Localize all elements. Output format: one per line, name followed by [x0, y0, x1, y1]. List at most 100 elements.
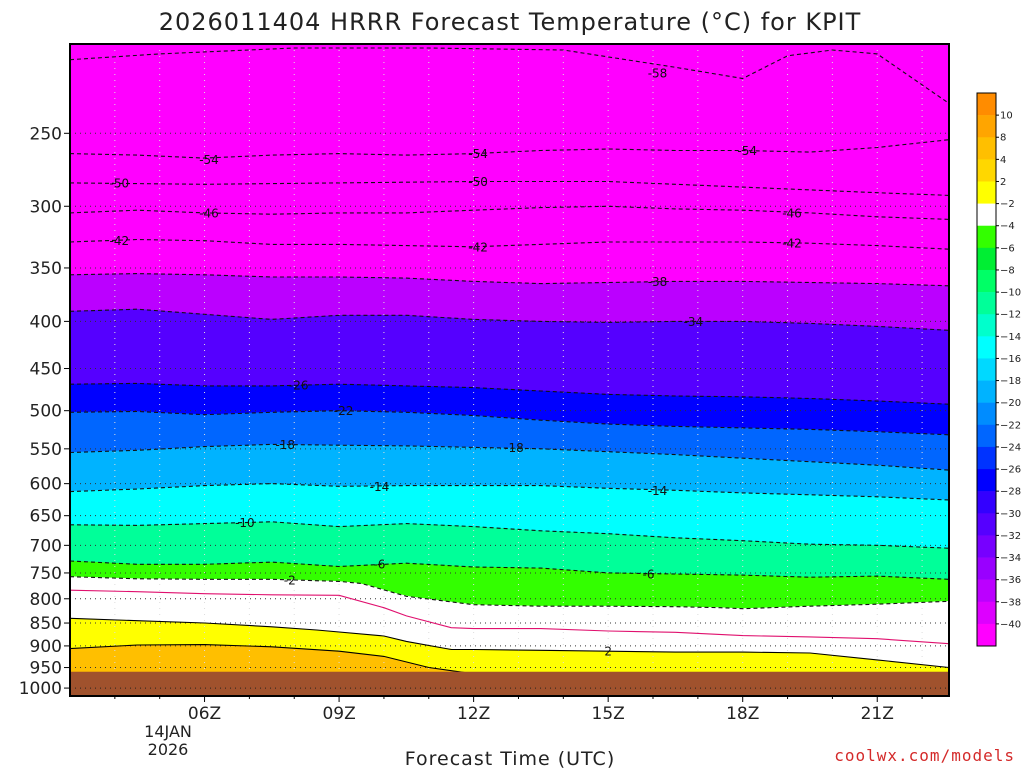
colorbar-label: −38: [1000, 597, 1021, 608]
colorbar-label: −8: [1000, 265, 1015, 276]
colorbar-swatch: [977, 623, 996, 647]
contour-label: -18: [504, 441, 524, 455]
colorbar-swatch: [977, 292, 996, 315]
plot-frame: [69, 43, 950, 697]
colorbar-swatch: [977, 181, 996, 204]
colorbar-label: −10: [1000, 288, 1021, 299]
colorbar-swatch: [977, 402, 996, 426]
colorbar-label: −4: [1000, 221, 1015, 232]
colorbar-swatch: [977, 314, 996, 337]
y-tick-label: 300: [30, 197, 62, 217]
temperature-bands: [70, 44, 949, 696]
contour-label: -42: [110, 234, 130, 248]
chart-title: 2026011404 HRRR Forecast Temperature (°C…: [159, 8, 862, 36]
contour-label: -50: [110, 176, 130, 190]
contour-label: -2: [284, 573, 296, 587]
colorbar-swatch: [977, 601, 996, 625]
colorbar-swatch: [977, 336, 996, 359]
contour-label: -54: [737, 144, 757, 158]
colorbar-swatch: [977, 137, 996, 160]
colorbar-swatch: [977, 491, 996, 514]
colorbar-label: 4: [1000, 155, 1006, 166]
contour-label: 2: [604, 645, 612, 659]
isotherm-line: [70, 576, 949, 610]
contour-label: -50: [468, 175, 488, 189]
colorbar-swatch: [977, 557, 996, 580]
colorbar-label: −34: [1000, 553, 1021, 564]
contour-label: -54: [199, 153, 219, 167]
y-tick-label: 600: [30, 475, 62, 495]
colorbar-swatch: [977, 247, 996, 271]
date-label-year: 2026: [148, 740, 189, 759]
colorbar-label: 8: [1000, 133, 1006, 144]
isotherm-line: [70, 382, 949, 405]
y-tick-label: 450: [30, 360, 62, 380]
colorbar-label: −36: [1000, 575, 1021, 586]
isotherm-line: [70, 443, 949, 471]
y-tick-label: 650: [30, 507, 62, 527]
colorbar-label: −2: [1000, 199, 1015, 210]
x-tick-label: 09Z: [322, 704, 355, 724]
contour-label: -34: [684, 315, 704, 329]
colorbar-label: −32: [1000, 531, 1021, 542]
colorbar-swatch: [977, 159, 996, 182]
isotherm-line: [70, 238, 949, 250]
colorbar-label: −30: [1000, 509, 1021, 520]
contour-label: -6: [373, 557, 385, 571]
contour-label: -42: [468, 240, 488, 254]
date-label-day: 14JAN: [144, 722, 192, 741]
contour-labels: -58 -54 -54 -54 -50 -50 -46 -46 -42 -42 -42 -38 -34 -…: [110, 66, 802, 659]
isotherm-line: [70, 139, 949, 159]
credit-link[interactable]: coolwx.com/models: [834, 746, 1015, 765]
contour-label: -18: [275, 438, 295, 452]
colorbar-label: −6: [1000, 243, 1015, 254]
y-tick-label: 400: [30, 312, 62, 332]
colorbar-label: −14: [1000, 332, 1021, 343]
contour-label: -6: [643, 568, 655, 582]
colorbar: 10 8 4 2 −2 −4 −6 −8 −10 −12 −14 −16 −18 −20 −22 −24 −26…: [976, 92, 1021, 647]
x-tick-label: 18Z: [726, 704, 759, 724]
colorbar-label: −28: [1000, 487, 1021, 498]
colorbar-label: −24: [1000, 442, 1021, 453]
y-tick-label: 900: [30, 637, 62, 657]
colorbar-label: 2: [1000, 177, 1006, 188]
colorbar-swatch: [977, 446, 996, 470]
isotherm-line: [70, 483, 949, 501]
colorbar-label: −18: [1000, 376, 1021, 387]
x-tick-label: 12Z: [457, 704, 490, 724]
isotherm-line: [70, 560, 949, 580]
contour-label: -58: [648, 66, 668, 80]
isotherm-line: [70, 410, 949, 436]
contour-label: -46: [199, 206, 219, 220]
colorbar-swatch: [977, 358, 996, 381]
colorbar-swatch: [977, 203, 996, 227]
isotherm-line: [70, 644, 465, 674]
y-tick-label: 750: [30, 564, 62, 584]
colorbar-swatch: [977, 469, 996, 492]
colorbar-swatch: [977, 579, 996, 603]
colorbar-label: 10: [1000, 111, 1013, 122]
colorbar-swatch: [977, 513, 996, 536]
colorbar-label: −26: [1000, 465, 1021, 476]
colorbar-frame: [976, 92, 997, 647]
isotherm-line: [70, 617, 949, 669]
colorbar-label: −40: [1000, 619, 1021, 630]
y-tick-label: 250: [30, 124, 62, 144]
isotherm-line: [70, 180, 949, 196]
colorbar-swatch: [977, 535, 996, 558]
contour-label: -14: [370, 480, 390, 494]
y-tick-label: 800: [30, 590, 62, 610]
x-axis: 06Z 09Z 12Z 15Z 18Z 21Z: [114, 696, 923, 724]
y-axis: 250 300 350 400 450 500 550 600 650 700 750 800 850 9…: [19, 124, 70, 699]
contour-label: -22: [334, 404, 354, 418]
plot-area: -58 -54 -54 -54 -50 -50 -46 -46 -42 -42 -42 -38 -34 -…: [70, 44, 949, 696]
colorbar-swatch: [977, 93, 996, 116]
isotherm-line: [70, 273, 949, 287]
y-tick-label: 850: [30, 614, 62, 634]
ground-fill: [70, 671, 949, 696]
y-tick-label: 1000: [19, 679, 62, 699]
x-tick-label: 06Z: [188, 704, 221, 724]
isotherm-line: [70, 589, 949, 645]
temperature-band: [70, 44, 949, 159]
